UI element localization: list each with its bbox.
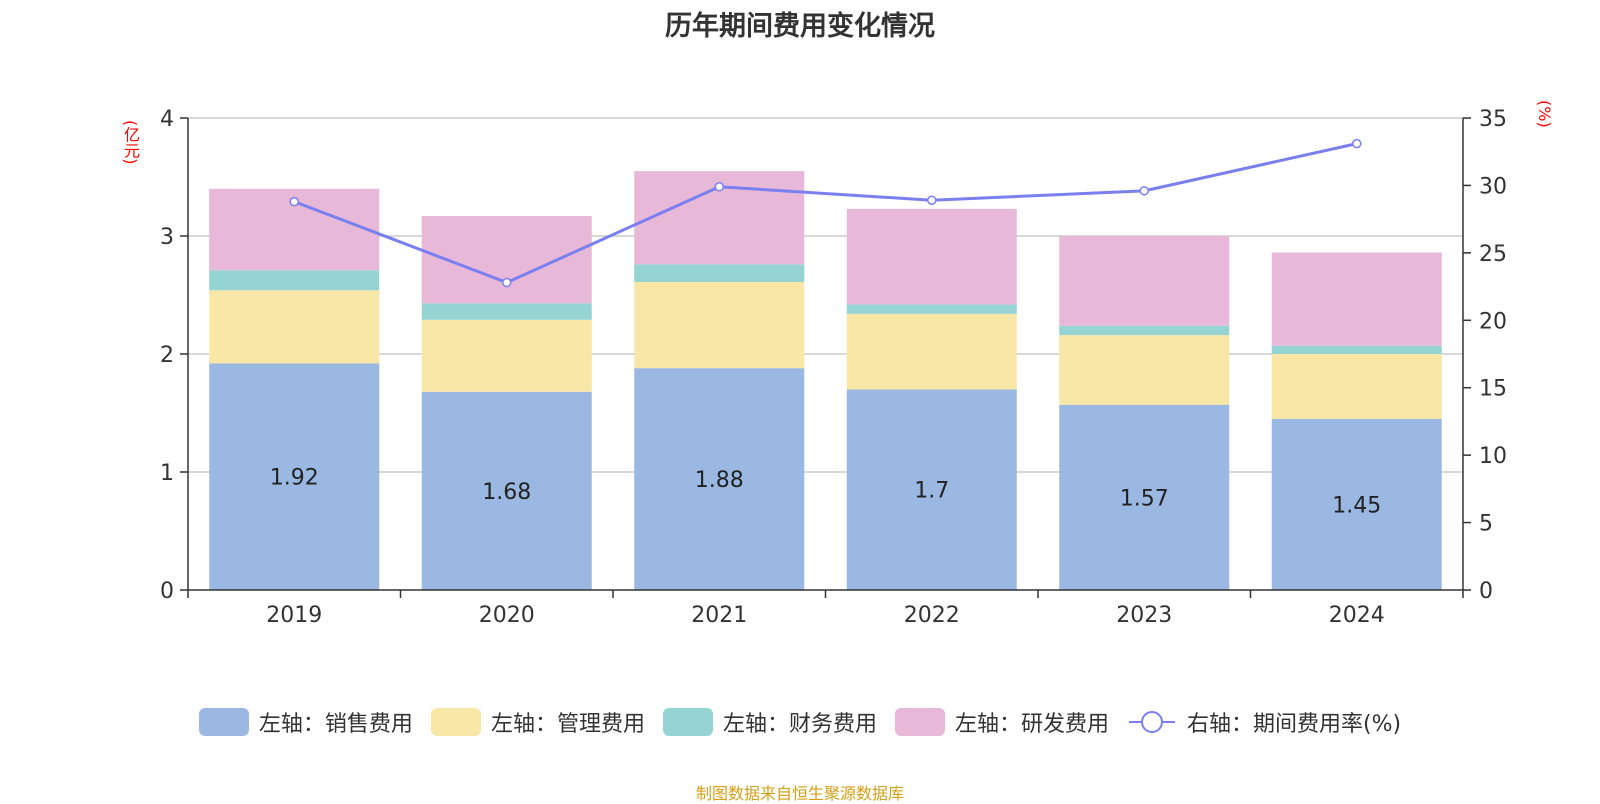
left-axis-tick-label: 0 <box>160 579 174 604</box>
bar-segment-4 <box>1271 252 1442 346</box>
bar-segment-3 <box>1059 325 1230 336</box>
chart-title: 历年期间费用变化情况 <box>665 11 935 42</box>
bar-segment-3 <box>634 264 805 283</box>
legend-item[interactable]: 左轴：财务费用 <box>662 706 877 738</box>
rate-line-series <box>289 138 1362 288</box>
legend-label: 右轴：期间费用率(%) <box>1186 712 1402 737</box>
bar-series <box>209 171 1442 590</box>
right-axis-tick-label: 30 <box>1479 174 1507 199</box>
legend-swatch <box>198 708 249 736</box>
x-axis-tick-label: 2024 <box>1329 603 1385 628</box>
bar-segment-3 <box>209 270 380 291</box>
legend-item[interactable]: 左轴：研发费用 <box>894 706 1109 738</box>
legend-label: 左轴：销售费用 <box>258 712 413 737</box>
legend-item[interactable]: 右轴：期间费用率(%) <box>1127 706 1401 738</box>
right-axis-tick-label: 35 <box>1479 107 1507 132</box>
x-axis-tick-label: 2020 <box>479 603 535 628</box>
rate-point <box>1139 186 1149 196</box>
right-axis-tick-label: 5 <box>1479 512 1493 537</box>
rate-point <box>927 195 937 206</box>
bar-segment-1 <box>634 368 805 590</box>
left-axis-unit: (亿元) <box>121 120 140 165</box>
bar-segment-1 <box>209 363 380 590</box>
bar-data-label: 1.68 <box>482 480 531 505</box>
bar-data-label: 1.57 <box>1120 486 1169 511</box>
legend-label: 左轴：研发费用 <box>954 712 1109 737</box>
bar-segment-3 <box>1271 345 1442 354</box>
legend-swatch <box>430 708 481 736</box>
bar-segment-3 <box>846 304 1017 314</box>
bar-segment-2 <box>634 282 805 369</box>
legend-item[interactable]: 左轴：管理费用 <box>430 706 645 738</box>
bar-segment-2 <box>421 319 592 392</box>
legend-item[interactable]: 左轴：销售费用 <box>198 706 413 738</box>
left-axis-tick-label: 4 <box>160 107 174 132</box>
data-labels: 1.92 1.68 1.88 1.7 1.57 1.45 <box>270 466 1381 519</box>
right-axis-unit: (%) <box>1535 100 1554 128</box>
x-axis-tick-label: 2023 <box>1116 603 1172 628</box>
bar-segment-3 <box>421 303 592 320</box>
bar-segment-1 <box>421 391 592 590</box>
x-axis-tick-label: 2019 <box>266 603 322 628</box>
legend-line-marker-icon <box>1128 711 1175 733</box>
bar-segment-2 <box>1059 335 1230 405</box>
x-axis-tick-label: 2021 <box>691 603 747 628</box>
bar-data-label: 1.7 <box>914 479 949 504</box>
bar-segment-1 <box>1271 418 1442 590</box>
rate-point <box>289 196 299 207</box>
rate-point <box>502 277 512 288</box>
rate-line <box>293 142 1358 285</box>
legend-line-circle <box>1140 711 1163 733</box>
right-axis-tick-label: 25 <box>1479 242 1507 267</box>
bar-data-label: 1.88 <box>695 468 744 493</box>
grid-lines <box>188 117 1463 473</box>
left-axis-tick-label: 1 <box>160 461 174 486</box>
right-axis-tick-label: 20 <box>1479 309 1507 334</box>
bar-data-label: 1.92 <box>270 466 319 491</box>
legend-label: 左轴：管理费用 <box>490 712 645 737</box>
bar-segment-1 <box>1059 404 1230 590</box>
legend-swatch <box>894 708 945 736</box>
rate-point <box>1352 138 1362 149</box>
bar-segment-2 <box>209 290 380 364</box>
bar-segment-2 <box>1271 354 1442 419</box>
x-axis-tick-label: 2022 <box>904 603 960 628</box>
right-axis-tick-label: 15 <box>1479 377 1507 402</box>
legend-swatch <box>662 708 713 736</box>
right-axis-tick-label: 10 <box>1479 444 1507 469</box>
axes: 0 1 2 3 4 0 5 10 15 20 25 30 35 2019 2020 2021 2022 2023 2… <box>160 107 1507 628</box>
source-note: 制图数据来自恒生聚源数据库 <box>695 784 904 803</box>
legend-label: 左轴：财务费用 <box>722 712 877 737</box>
right-axis-tick-label: 0 <box>1479 579 1493 604</box>
left-axis-tick-label: 3 <box>160 225 174 250</box>
left-axis-tick-label: 2 <box>160 343 174 368</box>
legend: 左轴：销售费用 左轴：管理费用 左轴：财务费用 左轴：研发费用 右轴：期间费用率(%) <box>0 706 1600 738</box>
bar-segment-2 <box>846 313 1017 390</box>
bar-segment-4 <box>1059 236 1230 326</box>
bar-data-label: 1.45 <box>1332 493 1381 518</box>
rate-point <box>714 182 724 192</box>
bar-segment-4 <box>846 208 1017 305</box>
bar-segment-1 <box>846 389 1017 590</box>
